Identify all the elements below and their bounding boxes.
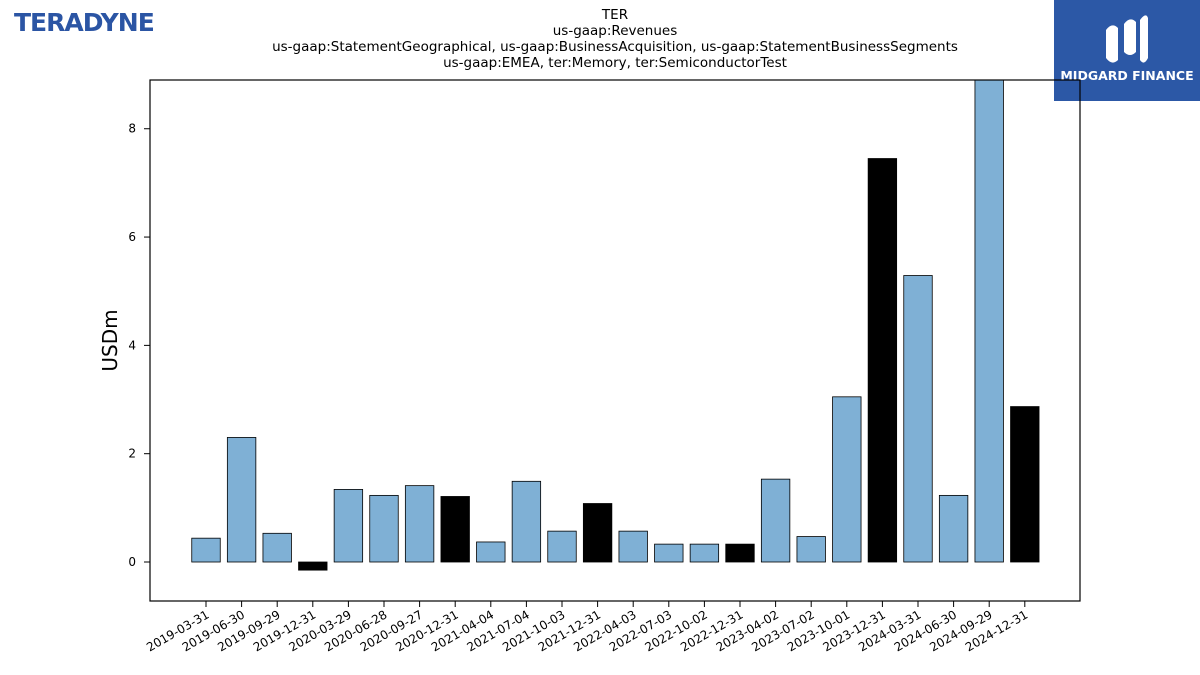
title-line-2: us-gaap:Revenues bbox=[552, 23, 678, 39]
bar bbox=[903, 275, 933, 563]
y-tick-label: 4 bbox=[128, 338, 136, 352]
bar bbox=[262, 532, 292, 563]
midgard-mark-icon bbox=[1106, 15, 1148, 63]
bar bbox=[974, 79, 1004, 563]
bar bbox=[582, 503, 613, 563]
bar bbox=[333, 489, 364, 563]
chart-title: TER us-gaap:Revenues us-gaap:StatementGe… bbox=[150, 7, 1080, 71]
bar bbox=[796, 536, 826, 563]
bar bbox=[226, 437, 257, 563]
y-axis-label: USDm bbox=[98, 309, 122, 371]
title-line-3: us-gaap:StatementGeographical, us-gaap:B… bbox=[272, 39, 958, 55]
bar bbox=[867, 158, 898, 563]
bar bbox=[547, 530, 577, 563]
y-tick-label: 6 bbox=[128, 230, 136, 244]
plot-frame bbox=[149, 79, 1081, 602]
bar bbox=[689, 543, 720, 563]
bar bbox=[476, 541, 506, 563]
midgard-finance-logo: MIDGARD FINANCE bbox=[1054, 0, 1200, 101]
bar bbox=[369, 494, 399, 563]
bar bbox=[191, 537, 221, 563]
title-line-1: TER bbox=[601, 7, 629, 23]
title-line-4: us-gaap:EMEA, ter:Memory, ter:Semiconduc… bbox=[443, 55, 787, 71]
teradyne-logo: TERADYNE bbox=[14, 8, 155, 37]
bar bbox=[832, 396, 862, 563]
bar bbox=[298, 561, 328, 571]
bar bbox=[1010, 406, 1040, 563]
bar bbox=[654, 543, 684, 563]
midgard-finance-label: MIDGARD FINANCE bbox=[1060, 68, 1194, 83]
bar bbox=[511, 480, 542, 563]
y-tick-label: 2 bbox=[128, 447, 136, 461]
y-tick-label: 8 bbox=[128, 122, 136, 136]
bar bbox=[938, 494, 969, 563]
bar bbox=[725, 543, 755, 563]
y-tick-label: 0 bbox=[128, 555, 136, 569]
bar bbox=[404, 485, 435, 563]
bar bbox=[440, 496, 470, 563]
bar bbox=[760, 478, 791, 563]
bar bbox=[618, 530, 648, 563]
